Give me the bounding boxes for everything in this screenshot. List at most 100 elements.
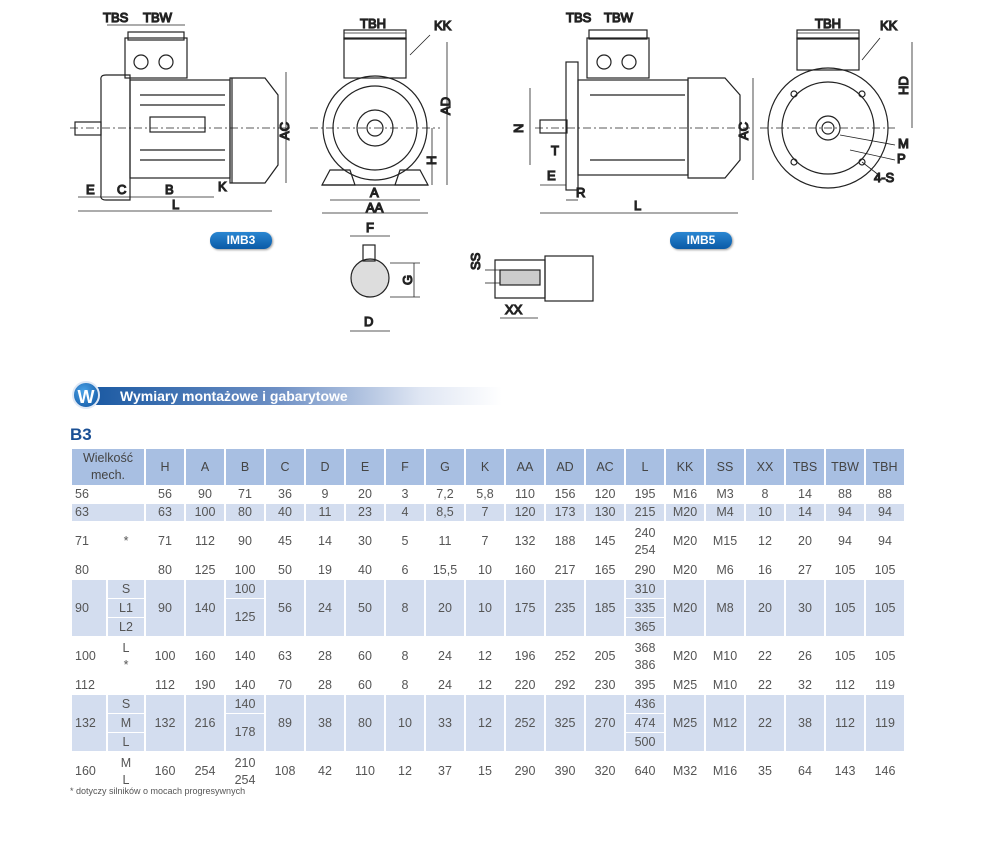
cell-text: mech. [90,468,126,482]
row-subtype: * [108,522,144,561]
cell-text: 38 [318,715,332,730]
header-k: K [466,449,504,485]
cell-text: 500 [634,734,656,749]
cell-text: 30 [798,600,812,615]
cell-f: 12 [386,752,424,791]
dim-label: HD [896,76,911,95]
cell-text: 196 [514,649,536,663]
dim-label: T [551,143,559,158]
cell-tbs: 64 [786,752,824,791]
cell-text: 215 [634,505,656,519]
cell-text: M25 [672,678,698,692]
cell-xx: 10 [746,504,784,521]
dim-label: F [366,220,374,235]
cell-a: 254 [186,752,224,791]
cell-text: 119 [875,715,895,730]
cell-tbw: 105 [826,637,864,676]
dim-label: AC [277,122,292,140]
cell-text: 8 [401,649,409,663]
cell-text: 105 [874,600,896,615]
cell-text: L [122,772,130,787]
cell-text: 335 [634,600,656,615]
row-subtype: L [108,733,144,751]
row-subtype: S [108,695,144,713]
cell-text: 120 [594,487,616,501]
cell-g: 11 [426,522,464,561]
cell-b: 140 [226,695,264,713]
cell-text: 70 [278,678,292,692]
cell-text: 325 [554,715,576,730]
cell-l: 474 [626,714,664,732]
cell-text: 14 [318,534,332,548]
imb3-side-view: TBS TBW AC E C B K L [70,9,293,213]
cell-text: E [360,459,370,474]
cell-text: L [122,640,130,655]
cell-h: 100 [146,637,184,676]
cell-text: 45 [278,534,292,548]
cell-text: 71 [158,534,172,548]
cell-g: 33 [426,695,464,751]
cell-l: 215 [626,504,664,521]
cell-text: 7,2 [436,487,454,501]
dim-label: TBS [103,10,129,25]
cell-text: 22 [758,678,772,692]
cell-text: S [121,581,131,596]
cell-g: 20 [426,580,464,636]
cell-ac: 205 [586,637,624,676]
header-ac: AC [586,449,624,485]
cell-tbh: 119 [866,677,904,694]
cell-text: 254 [194,764,216,778]
cell-l: 368 386 [626,637,664,676]
cell-text: 40 [358,563,372,577]
cell-c: 36 [266,486,304,503]
cell-text: 32 [798,678,812,692]
cell-ad: 217 [546,562,584,579]
cell-text: 240 [634,525,656,540]
cell-text: 100 [234,563,256,577]
cell-text: 100 [194,505,216,519]
cell-text: * [123,657,129,672]
header-xx: XX [746,449,784,485]
cell-e: 80 [346,695,384,751]
dim-label: M [898,136,909,151]
cell-text: 71 [75,534,89,548]
cell-aa: 175 [506,580,544,636]
cell-ad: 252 [546,637,584,676]
cell-text: M10 [712,649,738,663]
cell-text: M16 [672,487,698,501]
cell-text: 60 [358,678,372,692]
dim-label: AA [366,200,384,215]
cell-text: 474 [634,715,656,730]
cell-text: 15,5 [432,563,458,577]
cell-e: 23 [346,504,384,521]
cell-text: 22 [758,649,772,663]
cell-text: 80 [358,715,372,730]
cell-text: 24 [438,649,452,663]
header-tbw: TBW [826,449,864,485]
cell-text: AC [596,459,614,474]
row-subtype: L1 [108,599,144,617]
dim-label: AC [736,122,751,140]
cell-tbw: 94 [826,504,864,521]
cell-text: 130 [594,505,616,519]
cell-text: 110 [515,487,535,501]
cell-text: * [123,534,129,548]
cell-text: 310 [634,581,656,596]
cell-tbh: 119 [866,695,904,751]
cell-f: 6 [386,562,424,579]
cell-text: 230 [594,678,616,692]
cell-ac: 270 [586,695,624,751]
cell-ad: 188 [546,522,584,561]
cell-text: 10 [758,505,772,519]
dim-label: B [165,182,174,197]
cell-tbw: 112 [826,695,864,751]
cell-tbh: 94 [866,522,904,561]
cell-text: 108 [274,764,296,778]
cell-xx: 16 [746,562,784,579]
cell-text: C [280,459,290,474]
cell-l: 640 [626,752,664,791]
cell-text: 24 [438,678,452,692]
cell-text: 14 [798,487,812,501]
shaft-end: SS XX [467,252,594,319]
cell-text: 71 [238,487,252,501]
